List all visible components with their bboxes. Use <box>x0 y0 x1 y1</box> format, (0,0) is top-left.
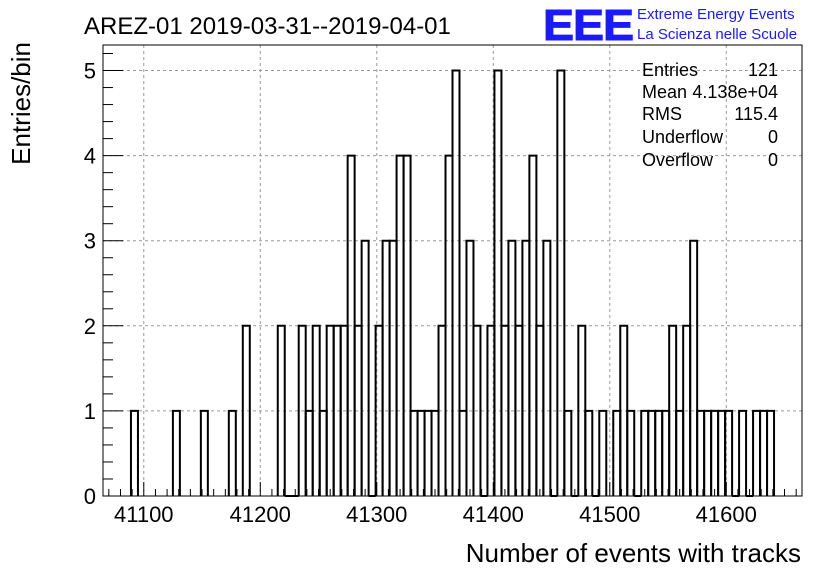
y-tick-label: 0 <box>84 484 96 509</box>
histogram-bin <box>472 324 482 496</box>
eee-logo: EEE Extreme Energy Events La Scienza nel… <box>543 1 798 51</box>
x-tick-label: 41300 <box>346 502 407 527</box>
histogram-bin <box>717 409 727 496</box>
histogram-bin <box>360 239 370 496</box>
y-tick-label: 2 <box>84 314 96 339</box>
histogram-bin <box>409 409 419 496</box>
stats-underflow-value: 0 <box>768 127 778 147</box>
x-axis-title: Number of events with tracks <box>466 538 801 568</box>
histogram-bin <box>423 409 433 496</box>
histogram-bin <box>430 409 440 496</box>
stats-underflow-label: Underflow <box>642 127 724 147</box>
plot-frame <box>102 44 803 497</box>
histogram-bin <box>612 409 622 496</box>
stats-mean-value: 4.138e+04 <box>692 82 778 102</box>
histogram-bin <box>654 409 664 496</box>
histogram-bin <box>689 239 699 496</box>
x-tick-label: 41400 <box>463 502 524 527</box>
histogram-bin <box>241 324 251 496</box>
histogram-bin <box>227 409 237 496</box>
histogram-bin <box>388 239 398 496</box>
stats-overflow-label: Overflow <box>642 150 714 170</box>
histogram-bin <box>724 409 734 496</box>
x-tick-label: 41200 <box>230 502 291 527</box>
histogram-bin <box>661 409 671 496</box>
histogram-bin <box>199 409 209 496</box>
axes: 41100 41200 41300 41400 41500 41600 0 1 2 3 4 5 <box>84 53 797 527</box>
stats-mean-label: Mean <box>642 82 687 102</box>
histogram-bin <box>451 69 461 496</box>
stats-entries-value: 121 <box>748 60 778 80</box>
stats-box: Entries 121 Mean 4.138e+04 RMS 115.4 Und… <box>642 60 778 170</box>
histogram-bin <box>171 409 181 496</box>
histogram-bin <box>458 409 468 496</box>
histogram-bin <box>416 409 426 496</box>
histogram-bin <box>696 409 706 496</box>
stats-entries-label: Entries <box>642 60 698 80</box>
histogram-bin <box>647 409 657 496</box>
histogram-bin <box>542 239 552 496</box>
histogram-bin <box>402 154 412 496</box>
plot-area: 41100 41200 41300 41400 41500 41600 0 1 2 3 4 5 <box>84 44 803 527</box>
eee-logo-line1: Extreme Energy Events <box>637 6 795 23</box>
eee-logo-mark: EEE <box>543 1 633 50</box>
stats-overflow-value: 0 <box>768 150 778 170</box>
histogram-bin <box>521 239 531 496</box>
x-tick-label: 41600 <box>696 502 757 527</box>
x-tick-label: 41100 <box>114 502 174 527</box>
y-tick-label: 5 <box>84 59 96 84</box>
histogram-bin <box>640 409 650 496</box>
histogram-bin <box>276 324 286 496</box>
histogram-bin <box>710 409 720 496</box>
chart-title: AREZ-01 2019-03-31--2019-04-01 <box>84 13 451 40</box>
histogram-series <box>129 69 776 497</box>
eee-logo-line2: La Scienza nelle Scuole <box>637 26 797 43</box>
stats-rms-value: 115.4 <box>734 104 778 124</box>
y-tick-label: 3 <box>84 229 96 254</box>
histogram-bin <box>129 409 139 496</box>
histogram-bin <box>626 409 636 496</box>
histogram-bin <box>493 69 503 496</box>
histogram-bin <box>598 409 608 496</box>
histogram-bin <box>703 409 713 496</box>
histogram-bin <box>507 239 517 496</box>
histogram-bin <box>304 409 314 496</box>
histogram-bin <box>465 239 475 496</box>
stats-rms-label: RMS <box>642 104 682 124</box>
histogram-bin <box>381 239 391 496</box>
histogram-bin <box>759 409 769 496</box>
histogram-bin <box>584 409 594 496</box>
y-tick-label: 1 <box>84 399 96 424</box>
x-tick-label: 41500 <box>579 502 640 527</box>
histogram-bin <box>675 409 685 496</box>
y-axis-title: Entries/bin <box>6 42 36 165</box>
histogram-bin <box>738 409 748 496</box>
histogram-bin <box>318 409 328 496</box>
histogram-bin <box>556 69 566 496</box>
histogram-bin <box>752 409 762 496</box>
y-tick-label: 4 <box>84 144 96 169</box>
histogram-bin <box>766 409 776 496</box>
histogram-bin <box>563 409 573 496</box>
